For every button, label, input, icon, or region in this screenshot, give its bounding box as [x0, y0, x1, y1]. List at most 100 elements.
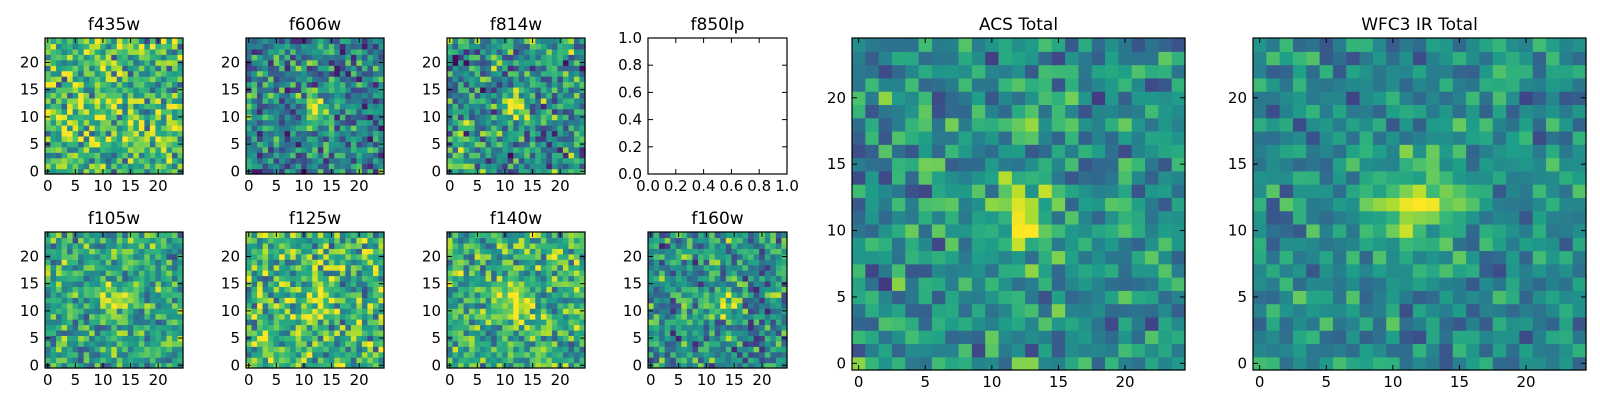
heatmap-cell: [474, 125, 481, 132]
heatmap-cell: [166, 48, 173, 55]
heatmap-cell: [105, 119, 112, 126]
heatmap-cell: [480, 297, 487, 304]
heatmap-cell: [89, 340, 96, 347]
heatmap-cell: [480, 76, 487, 83]
heatmap-cell: [350, 152, 357, 159]
heatmap-cell: [502, 329, 509, 336]
heatmap-cell: [155, 248, 162, 255]
heatmap-cell: [356, 313, 363, 320]
heatmap-cell: [177, 70, 184, 77]
heatmap-cell: [852, 303, 866, 318]
heatmap-cell: [524, 259, 531, 266]
heatmap-cell: [474, 329, 481, 336]
heatmap-cell: [94, 38, 101, 45]
heatmap-cell: [709, 346, 716, 353]
heatmap-cell: [546, 70, 553, 77]
heatmap-cell: [945, 343, 960, 358]
heatmap-cell: [524, 141, 531, 148]
heatmap-cell: [67, 253, 74, 260]
heatmap-cell: [268, 157, 275, 164]
heatmap-cell: [262, 351, 269, 358]
heatmap-cell: [378, 103, 385, 110]
heatmap-cell: [573, 346, 581, 353]
heatmap-cell: [540, 291, 547, 298]
heatmap-cell: [155, 70, 162, 77]
heatmap-cell: [1038, 343, 1053, 358]
heatmap-cell: [246, 291, 253, 298]
heatmap-cell: [496, 335, 503, 342]
heatmap-cell: [290, 242, 297, 249]
heatmap-cell: [546, 286, 553, 293]
heatmap-cell: [160, 335, 168, 342]
heatmap-cell: [452, 280, 459, 287]
heatmap-cell: [736, 291, 744, 298]
heatmap-cell: [312, 43, 319, 50]
heatmap-cell: [958, 356, 973, 371]
heatmap-cell: [551, 357, 558, 364]
heatmap-cell: [905, 330, 920, 345]
y-tick-label: 5: [29, 135, 39, 153]
heatmap-cell: [100, 259, 107, 266]
heatmap-cell: [1038, 104, 1053, 119]
heatmap-cell: [116, 362, 123, 369]
heatmap-cell: [94, 108, 101, 115]
heatmap-cell: [116, 130, 123, 137]
heatmap-cell: [529, 103, 536, 110]
heatmap-cell: [998, 210, 1013, 225]
heatmap-cell: [1145, 316, 1159, 331]
heatmap-cell: [295, 168, 302, 175]
heatmap-cell: [1078, 117, 1093, 132]
heatmap-cell: [675, 357, 682, 364]
heatmap-cell: [328, 264, 335, 271]
heatmap-cell: [507, 48, 514, 55]
heatmap-cell: [94, 335, 101, 342]
heatmap-cell: [350, 76, 357, 83]
heatmap-cell: [681, 335, 688, 342]
heatmap-cell: [83, 59, 90, 66]
heatmap-cell: [551, 340, 558, 347]
heatmap-cell: [350, 86, 357, 93]
heatmap-cell: [94, 242, 101, 249]
heatmap-cell: [742, 308, 749, 315]
heatmap-cell: [273, 97, 280, 104]
heatmap-cell: [529, 125, 536, 132]
heatmap-cell: [535, 340, 542, 347]
heatmap-cell: [770, 357, 777, 364]
heatmap-cell: [155, 357, 162, 364]
heatmap-cell: [279, 146, 286, 153]
heatmap-cell: [72, 351, 79, 358]
heatmap-cell: [83, 43, 90, 50]
heatmap-cell: [1145, 117, 1159, 132]
heatmap-cell: [284, 237, 291, 244]
heatmap-cell: [540, 119, 547, 126]
heatmap-cell: [562, 346, 570, 353]
heatmap-cell: [1038, 197, 1053, 212]
heatmap-cell: [78, 157, 85, 164]
heatmap-cell: [529, 308, 536, 315]
heatmap-cell: [557, 313, 564, 320]
heatmap-cell: [171, 308, 179, 315]
heatmap-cell: [345, 97, 352, 104]
heatmap-cell: [1118, 144, 1133, 159]
y-tick-label: 5: [230, 135, 240, 153]
heatmap-cell: [251, 340, 258, 347]
heatmap-cell: [133, 157, 140, 164]
heatmap-cell: [138, 114, 145, 121]
x-tick-label: 10: [93, 177, 112, 195]
heatmap-cell: [83, 248, 90, 255]
heatmap-cell: [513, 319, 520, 326]
heatmap-cell: [714, 324, 721, 331]
heatmap-cell: [61, 146, 68, 153]
heatmap-cell: [268, 103, 275, 110]
heatmap-cell: [116, 92, 123, 99]
heatmap-cell: [171, 70, 179, 77]
heatmap-cell: [50, 259, 57, 266]
heatmap-cell: [328, 270, 335, 277]
heatmap-cell: [458, 48, 465, 55]
heatmap-cell: [507, 152, 514, 159]
heatmap-cell: [480, 86, 487, 93]
heatmap-cell: [284, 291, 291, 298]
heatmap-cell: [469, 76, 476, 83]
heatmap-cell: [524, 163, 531, 170]
